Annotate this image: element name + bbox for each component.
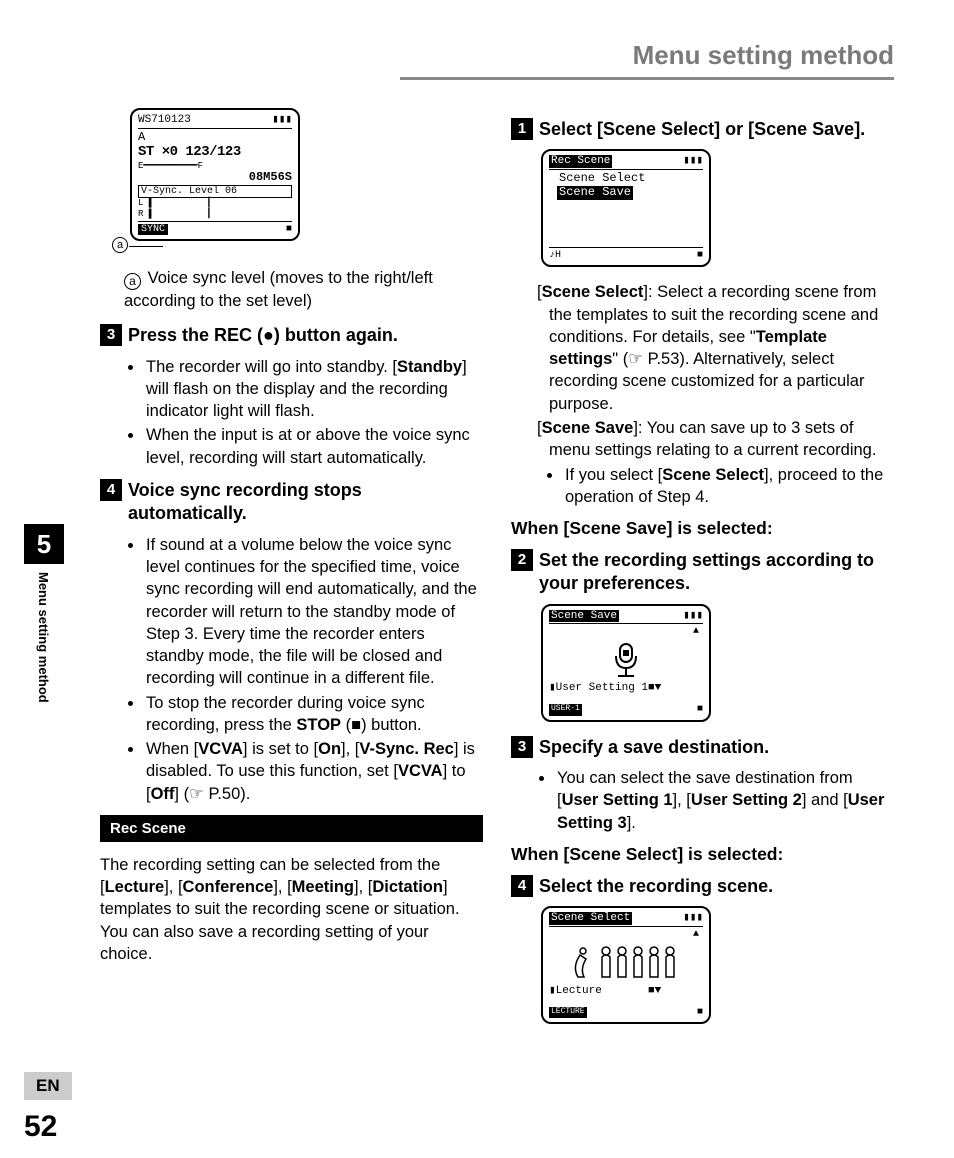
lcd3-title: Scene Save [549,610,619,623]
lcd1-vsync: V-Sync. Level 06 [138,185,292,199]
step-2r-number: 2 [511,549,533,571]
list-item: You can select the save destination from… [555,767,894,834]
chapter-label: Menu setting method [36,572,51,703]
microphone-icon [606,642,646,680]
lcd4-br: ■ [697,1007,703,1019]
lcd1-counter: ST ×0 123/123 [138,144,292,160]
lcd3-br: ■ [697,704,703,716]
content-columns: WS710123 ▮▮▮ A ST ×0 123/123 E━━━━━━━━━━… [60,108,894,1030]
lcd1-title: WS710123 [138,114,191,127]
lcd4-title: Scene Select [549,912,632,925]
step-2r-heading: 2 Set the recording settings according t… [511,549,894,596]
scene-select-desc: [Scene Select]: Select a recording scene… [549,281,894,415]
list-item: When [VCVA] is set to [On], [V-Sync. Rec… [144,738,483,805]
lcd-screenshot-2: Rec Scene ▮▮▮ Scene Select Scene Save ♪H… [541,149,711,267]
up-arrow-icon: ▲ [549,626,703,638]
right-column: 1 Select [Scene Select] or [Scene Save].… [511,108,894,1030]
step-4r-heading: 4 Select the recording scene. [511,875,894,898]
callout-suffix: ) [307,292,313,310]
list-item: If you select [Scene Select], proceed to… [563,464,894,509]
scene-save-desc: [Scene Save]: You can save up to 3 sets … [549,417,894,462]
battery-icon: ▮▮▮ [683,610,703,623]
step-4r-text: Select the recording scene. [539,875,894,898]
manual-page: Menu setting method WS710123 ▮▮▮ A ST ×0… [0,0,954,1158]
list-item: When the input is at or above the voice … [144,424,483,469]
battery-icon: ▮▮▮ [683,155,703,168]
battery-icon: ▮▮▮ [272,114,292,127]
list-item: If sound at a volume below the voice syn… [144,534,483,690]
page-number: 52 [24,1110,57,1144]
lcd-screenshot-1: WS710123 ▮▮▮ A ST ×0 123/123 E━━━━━━━━━━… [130,108,300,241]
page-title: Menu setting method [400,40,894,80]
step-3r-text: Specify a save destination. [539,736,894,759]
step-4-number: 4 [100,479,122,501]
chapter-number: 5 [24,524,64,564]
step-3-number: 3 [100,324,122,346]
callout-a-text: a Voice sync level (moves to the right/l… [124,267,483,312]
step-4r-number: 4 [511,875,533,897]
callout-prefix: Voice sync level ( [148,269,275,287]
lcd-screenshot-1-wrap: WS710123 ▮▮▮ A ST ×0 123/123 E━━━━━━━━━━… [130,108,300,247]
step-4-bullets: If sound at a volume below the voice syn… [144,534,483,805]
lcd2-bl: ♪H [549,250,561,262]
callout-a-label: a [124,273,141,290]
step-4-heading: 4 Voice sync recording stops automatical… [100,479,483,526]
lcd2-opt2: Scene Save [557,186,633,200]
lcd4-bl: LECTURE [549,1007,587,1019]
step-3r-heading: 3 Specify a save destination. [511,736,894,759]
list-item: The recorder will go into standby. [Stan… [144,356,483,423]
left-column: WS710123 ▮▮▮ A ST ×0 123/123 E━━━━━━━━━━… [100,108,483,1030]
step-1r-text: Select [Scene Select] or [Scene Save]. [539,118,894,141]
step-1r-heading: 1 Select [Scene Select] or [Scene Save]. [511,118,894,141]
rec-scene-bar: Rec Scene [100,815,483,842]
lcd-screenshot-4: Scene Select ▮▮▮ ▲ ▮Lecture ■▼ [541,906,711,1024]
step-3r-number: 3 [511,736,533,758]
when-scene-select: When [Scene Select] is selected: [511,844,894,865]
rec-scene-para: The recording setting can be selected fr… [100,854,483,965]
lcd-screenshot-3: Scene Save ▮▮▮ ▲ ▮User Setting 1■▼ USER-… [541,604,711,722]
step-1r-number: 1 [511,118,533,140]
lcd2-title: Rec Scene [549,155,612,168]
when-scene-save: When [Scene Save] is selected: [511,518,894,539]
up-arrow-icon: ▲ [549,929,703,941]
lcd1-levels: L ▌ ▎ R ▌ ▎ [138,198,292,219]
step-4-text: Voice sync recording stops automatically… [128,479,483,526]
list-item: To stop the recorder during voice sync r… [144,692,483,737]
lcd1-stop-icon: ■ [286,224,292,236]
lcd2-br: ■ [697,250,703,262]
lcd3-line: ▮User Setting 1■▼ [549,682,703,695]
lcd2-opt1: Scene Select [549,172,703,186]
battery-icon: ▮▮▮ [683,912,703,925]
lcd3-bl: USER-1 [549,704,582,716]
lcd4-line: ▮Lecture ■▼ [549,985,703,998]
step-3-text: Press the REC (●) button again. [128,324,483,347]
lcd1-time: 08M56S [138,171,292,185]
step-3-bullets: The recorder will go into standby. [Stan… [144,356,483,469]
lcd1-folder: A [138,131,292,145]
step-3-heading: 3 Press the REC (●) button again. [100,324,483,347]
callout-a-marker: a [112,237,128,253]
lcd1-sync-badge: SYNC [138,224,168,236]
language-badge: EN [24,1072,72,1100]
lecture-scene-icon [566,943,686,985]
chapter-tab: 5 Menu setting method [24,524,64,703]
step-2r-text: Set the recording settings according to … [539,549,894,596]
